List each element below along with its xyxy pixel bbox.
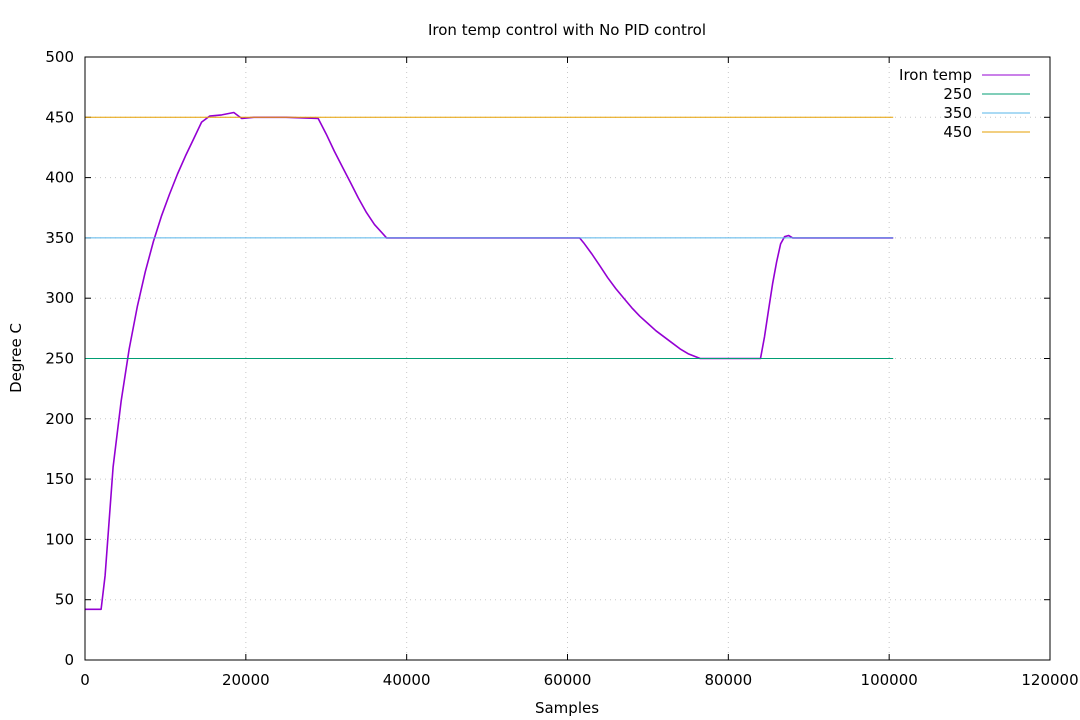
x-tick-label: 0 bbox=[80, 671, 90, 689]
x-tick-label: 60000 bbox=[544, 671, 592, 689]
x-tick-label: 20000 bbox=[222, 671, 270, 689]
y-tick-label: 50 bbox=[55, 591, 74, 609]
x-tick-label: 100000 bbox=[861, 671, 918, 689]
y-tick-label: 500 bbox=[45, 48, 74, 66]
axis-ticks: 0 20000 40000 60000 80000 100000 120000 0 50 100 1… bbox=[45, 48, 1078, 689]
series-layer bbox=[85, 111, 894, 611]
y-tick-label: 400 bbox=[45, 169, 74, 187]
series-line-iron-temp bbox=[85, 111, 894, 611]
legend-label: Iron temp bbox=[899, 66, 972, 84]
legend-label: 450 bbox=[943, 123, 972, 141]
x-tick-label: 120000 bbox=[1021, 671, 1078, 689]
y-tick-label: 450 bbox=[45, 108, 74, 126]
y-tick-label: 150 bbox=[45, 470, 74, 488]
legend-label: 250 bbox=[943, 85, 972, 103]
chart-title: Iron temp control with No PID control bbox=[428, 21, 706, 39]
y-tick-label: 350 bbox=[45, 229, 74, 247]
legend-label: 350 bbox=[943, 104, 972, 122]
x-tick-label: 40000 bbox=[383, 671, 431, 689]
y-axis-label: Degree C bbox=[7, 323, 25, 393]
y-tick-label: 300 bbox=[45, 289, 74, 307]
plot-frame bbox=[84, 56, 1051, 661]
x-axis-label: Samples bbox=[535, 699, 599, 717]
y-tick-label: 250 bbox=[45, 350, 74, 368]
x-tick-label: 80000 bbox=[704, 671, 752, 689]
y-tick-label: 100 bbox=[45, 530, 74, 548]
y-tick-label: 0 bbox=[64, 651, 74, 669]
y-tick-label: 200 bbox=[45, 410, 74, 428]
